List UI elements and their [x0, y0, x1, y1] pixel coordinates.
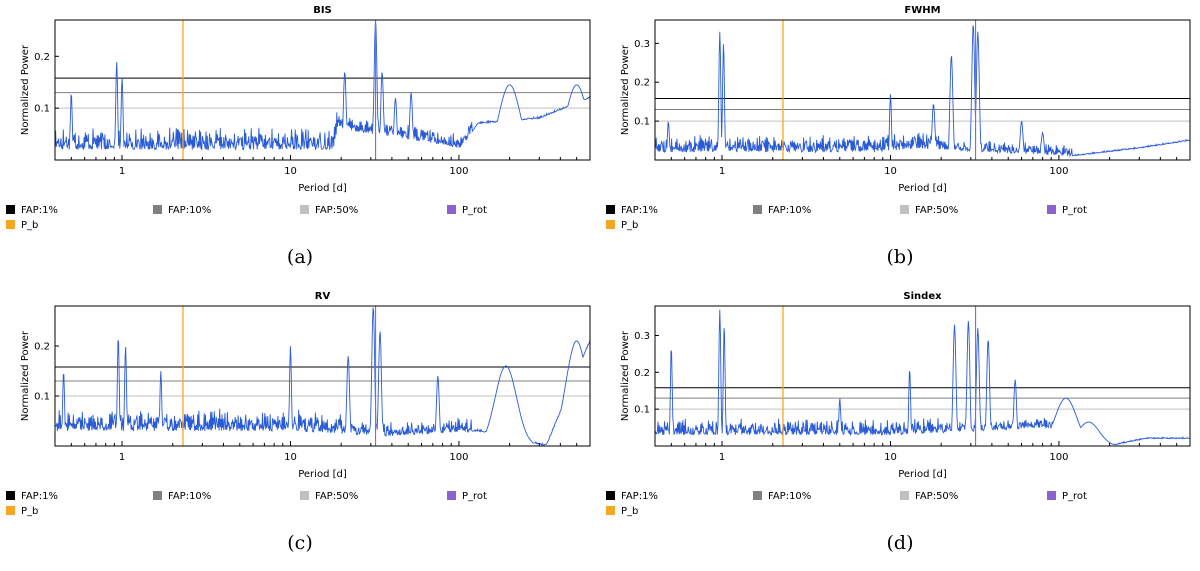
- legend-swatch-icon: [606, 506, 615, 515]
- y-tick-label: 0.2: [34, 52, 50, 63]
- legend-pb: P_b: [6, 505, 38, 518]
- legend-swatch-icon: [900, 491, 909, 500]
- periodogram-series: [54, 307, 591, 446]
- legend-fap1: FAP:1%: [6, 204, 58, 217]
- legend-fap1: FAP:1%: [606, 490, 658, 503]
- y-tick-label: 0.2: [634, 368, 650, 379]
- legend-swatch-icon: [447, 491, 456, 500]
- legend-prot: P_rot: [447, 490, 487, 503]
- x-tick-label: 1: [719, 452, 725, 463]
- y-axis-label: Normalized Power: [20, 44, 31, 135]
- periodogram-sindex: Sindex Normalized Power Period [d] 0.1 0.2 0.…: [620, 291, 1191, 480]
- legend-swatch-icon: [606, 205, 615, 214]
- periodogram-fwhm: FWHM Normalized Power Period [d] 0.1 0.2 0.3 1…: [620, 5, 1191, 194]
- x-tick-label: 1: [719, 166, 725, 177]
- legend-swatch-icon: [753, 491, 762, 500]
- y-axis-label: Normalized Power: [620, 44, 631, 135]
- legend-fap50: FAP:50%: [300, 490, 358, 503]
- x-tick-label: 100: [449, 166, 468, 177]
- legend-fap10: FAP:10%: [753, 490, 811, 503]
- plot-frame: [654, 19, 1191, 161]
- legend: FAP:1% FAP:10% FAP:50% P_rot P_b: [0, 490, 600, 520]
- legend-swatch-icon: [6, 506, 15, 515]
- chart-title: RV: [315, 291, 331, 302]
- y-tick-label: 0.3: [634, 331, 650, 342]
- x-tick-label: 10: [884, 452, 897, 463]
- y-tick-label: 0.1: [34, 104, 50, 115]
- legend-fap10: FAP:10%: [753, 204, 811, 217]
- legend-pb: P_b: [606, 505, 638, 518]
- legend-swatch-icon: [1047, 491, 1056, 500]
- x-axis-label: Period [d]: [898, 469, 947, 480]
- plot-frame: [654, 305, 1191, 447]
- legend-prot: P_rot: [447, 204, 487, 217]
- legend-fap1: FAP:1%: [6, 490, 58, 503]
- x-axis-label: Period [d]: [298, 469, 347, 480]
- x-tick-label: 10: [884, 166, 897, 177]
- legend: FAP:1% FAP:10% FAP:50% P_rot P_b: [0, 204, 600, 234]
- legend-fap10: FAP:10%: [153, 490, 211, 503]
- caption-b: (b): [886, 246, 914, 268]
- y-tick-label: 0.1: [634, 405, 650, 416]
- legend-swatch-icon: [300, 205, 309, 214]
- panel-sindex: Sindex Normalized Power Period [d] 0.1 0.2 0.…: [600, 286, 1200, 571]
- legend: FAP:1% FAP:10% FAP:50% P_rot P_b: [600, 204, 1200, 234]
- plot-frame: [54, 305, 591, 447]
- legend-swatch-icon: [153, 491, 162, 500]
- caption-c: (c): [287, 532, 313, 554]
- periodogram-series: [654, 309, 1191, 446]
- x-tick-label: 100: [1049, 166, 1068, 177]
- legend-fap1: FAP:1%: [606, 204, 658, 217]
- legend-fap50: FAP:50%: [900, 490, 958, 503]
- legend-swatch-icon: [753, 205, 762, 214]
- panel-rv: RV Normalized Power Period [d] 0.1 0.2 1 10 100…: [0, 286, 600, 571]
- x-tick-label: 1: [119, 166, 125, 177]
- periodogram-rv: RV Normalized Power Period [d] 0.1 0.2 1 10 100: [20, 291, 591, 480]
- periodogram-series: [654, 25, 1191, 158]
- y-tick-label: 0.1: [34, 392, 50, 403]
- y-tick-label: 0.3: [634, 39, 650, 50]
- legend-swatch-icon: [606, 220, 615, 229]
- panel-bis: BIS Normalized Power Period [d] 0.1 0.2 1 10 10…: [0, 0, 600, 285]
- panel-fwhm: FWHM Normalized Power Period [d] 0.1 0.2 0.3 1…: [600, 0, 1200, 285]
- legend-fap10: FAP:10%: [153, 204, 211, 217]
- legend-swatch-icon: [6, 220, 15, 229]
- chart-title: BIS: [313, 5, 332, 16]
- legend-fap50: FAP:50%: [300, 204, 358, 217]
- plot-frame: [54, 19, 591, 161]
- x-tick-label: 1: [119, 452, 125, 463]
- x-axis-label: Period [d]: [898, 183, 947, 194]
- periodogram-bis: BIS Normalized Power Period [d] 0.1 0.2 1 10 10…: [20, 5, 591, 194]
- y-axis-label: Normalized Power: [20, 330, 31, 421]
- legend-fap50: FAP:50%: [900, 204, 958, 217]
- y-tick-label: 0.1: [634, 117, 650, 128]
- legend-prot: P_rot: [1047, 490, 1087, 503]
- periodogram-series: [54, 20, 591, 151]
- legend-prot: P_rot: [1047, 204, 1087, 217]
- caption-d: (d): [886, 532, 914, 554]
- y-tick-label: 0.2: [634, 78, 650, 89]
- chart-title: Sindex: [903, 291, 942, 302]
- caption-a: (a): [286, 246, 314, 268]
- x-tick-label: 10: [284, 452, 297, 463]
- legend-swatch-icon: [6, 491, 15, 500]
- x-axis-label: Period [d]: [298, 183, 347, 194]
- y-tick-label: 0.2: [34, 342, 50, 353]
- legend-swatch-icon: [447, 205, 456, 214]
- legend-swatch-icon: [900, 205, 909, 214]
- x-tick-label: 100: [1049, 452, 1068, 463]
- legend-swatch-icon: [300, 491, 309, 500]
- chart-title: FWHM: [904, 5, 940, 16]
- legend-pb: P_b: [606, 219, 638, 232]
- y-axis-label: Normalized Power: [620, 330, 631, 421]
- legend-swatch-icon: [153, 205, 162, 214]
- x-tick-label: 100: [449, 452, 468, 463]
- legend-swatch-icon: [1047, 205, 1056, 214]
- legend-swatch-icon: [6, 205, 15, 214]
- x-tick-label: 10: [284, 166, 297, 177]
- legend: FAP:1% FAP:10% FAP:50% P_rot P_b: [600, 490, 1200, 520]
- legend-pb: P_b: [6, 219, 38, 232]
- legend-swatch-icon: [606, 491, 615, 500]
